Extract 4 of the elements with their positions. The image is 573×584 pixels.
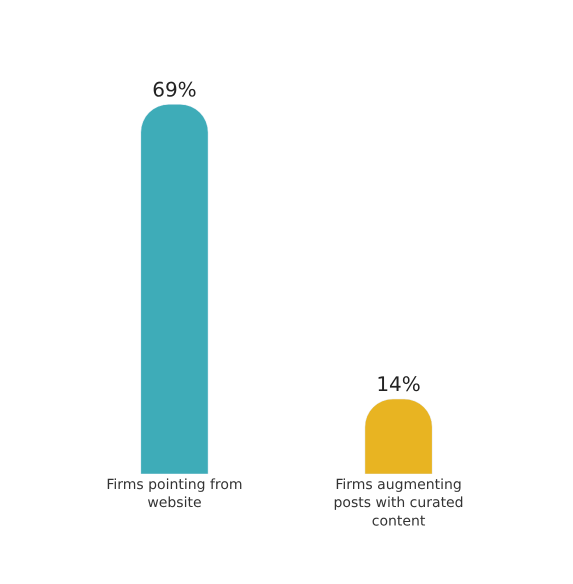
data-label: 69% [152, 77, 197, 102]
data-label: 14% [376, 372, 421, 396]
x-tick-label: Firms augmenting posts with curated content [334, 477, 464, 530]
x-tick-label: Firms pointing from website [106, 477, 243, 512]
